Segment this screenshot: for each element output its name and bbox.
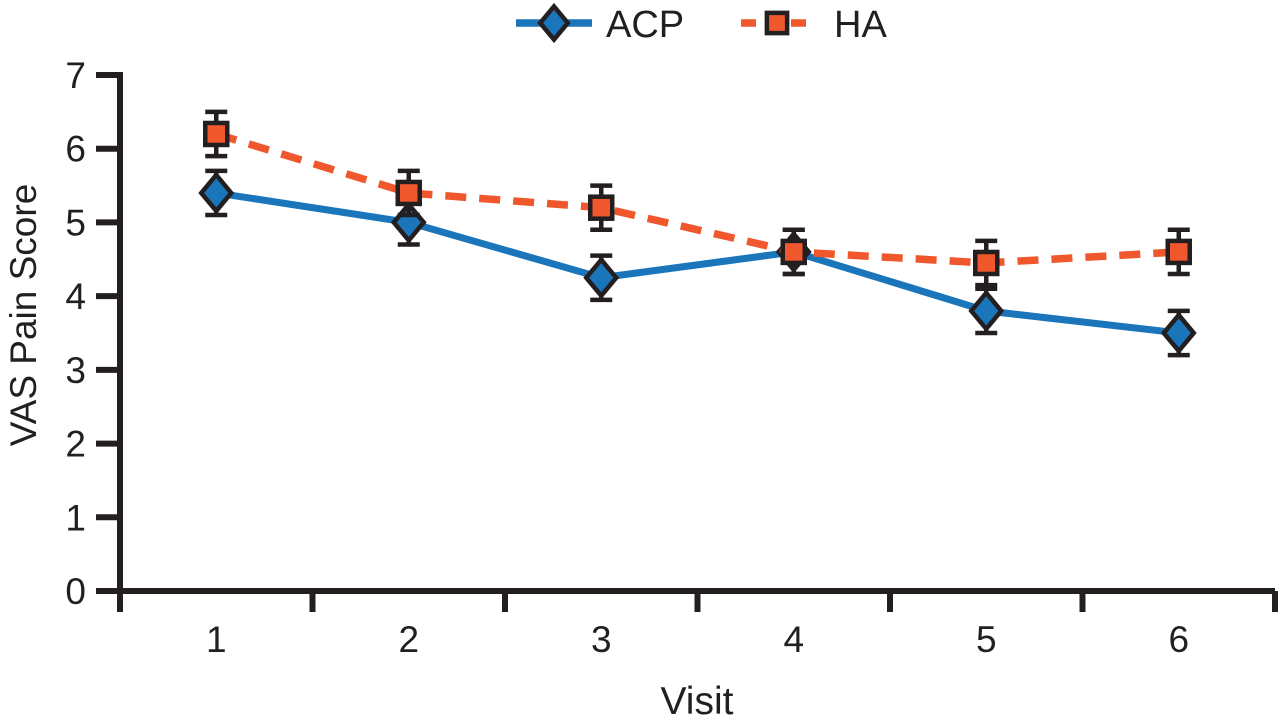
legend-acp-diamond-marker <box>537 2 571 44</box>
ha-square-marker <box>395 179 422 207</box>
x-tick-label: 4 <box>783 619 804 660</box>
acp-diamond-marker <box>198 171 235 215</box>
acp-diamond-marker <box>968 289 1005 333</box>
x-tick-label: 5 <box>976 619 997 660</box>
x-tick-label: 3 <box>591 619 612 660</box>
y-axis-title: VAS Pain Score <box>3 184 44 447</box>
y-tick-label: 1 <box>65 497 86 538</box>
y-tick-label: 6 <box>65 129 86 170</box>
ha-square-marker <box>588 194 615 221</box>
legend-label-acp: ACP <box>606 4 684 46</box>
ha-square-marker <box>973 249 1000 277</box>
ha-square-marker <box>1165 238 1192 266</box>
acp-diamond-marker <box>1160 311 1197 355</box>
x-tick-label: 2 <box>398 619 419 660</box>
x-tick-label: 1 <box>206 619 227 660</box>
ha-line <box>215 130 1179 267</box>
x-axis-title: Visit <box>661 680 734 723</box>
y-tick-label: 4 <box>65 276 86 317</box>
ha-square-marker <box>780 238 807 266</box>
y-tick-label: 5 <box>65 202 86 243</box>
y-tick-label: 2 <box>65 424 86 465</box>
y-tick-label: 0 <box>65 571 86 612</box>
legend-label-ha: HA <box>834 4 887 46</box>
acp-line <box>215 189 1180 337</box>
legend-ha-square-marker <box>764 10 790 36</box>
y-tick-label: 7 <box>65 55 86 96</box>
acp-diamond-marker <box>583 256 620 300</box>
y-tick-label: 3 <box>65 350 86 391</box>
x-tick-label: 6 <box>1168 619 1189 660</box>
ha-square-marker <box>203 120 230 148</box>
